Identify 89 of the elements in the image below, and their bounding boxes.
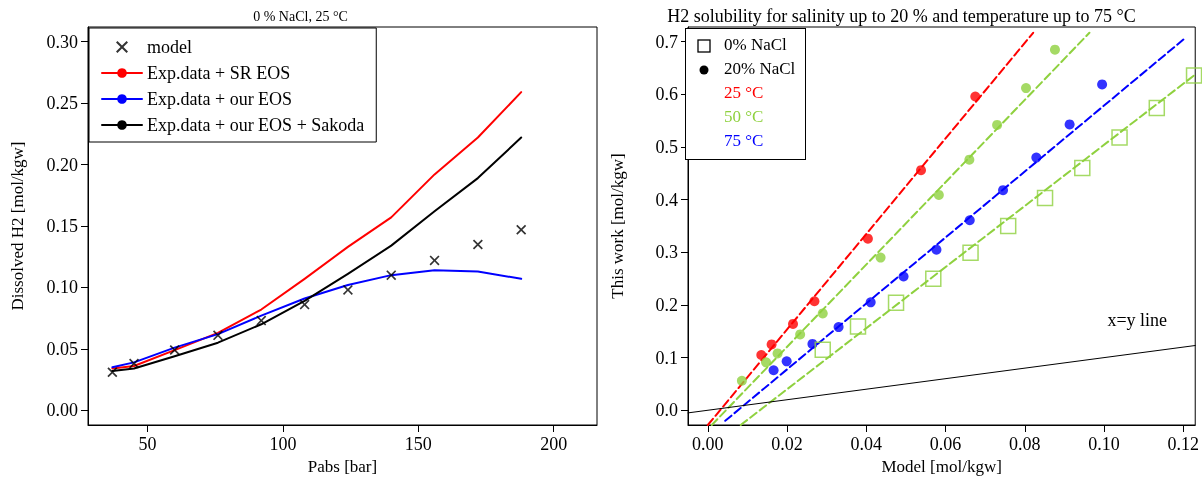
- point: [761, 357, 772, 368]
- point: [933, 189, 944, 200]
- legend-label: Exp.data + SR EOS: [147, 63, 291, 83]
- x-tick-label: 0.08: [1009, 434, 1041, 454]
- point: [931, 244, 942, 255]
- x-axis-title: Model [mol/kgw]: [881, 456, 1002, 476]
- point: [999, 217, 1017, 235]
- point: [768, 365, 779, 376]
- x-tick-label: 0.02: [771, 434, 803, 454]
- point: [887, 294, 905, 312]
- annotation: 20% NaCl: [724, 59, 796, 78]
- y-tick-label: 0.10: [46, 277, 78, 298]
- point: [788, 318, 799, 329]
- point: [970, 91, 981, 102]
- x-axis-title: Pabs [bar]: [307, 456, 378, 476]
- point: [516, 224, 527, 235]
- x-tick-label: 50: [138, 434, 157, 454]
- legend-label: Exp.data + our EOS + Sakoda: [147, 115, 365, 135]
- y-tick-label: 0.20: [46, 154, 78, 175]
- y-tick-label: 0.3: [655, 242, 678, 263]
- x-tick-label: 0.04: [850, 434, 883, 454]
- y-tick-label: 0.15: [46, 216, 78, 236]
- point: [1049, 44, 1060, 55]
- point: [781, 356, 792, 367]
- point: [916, 165, 927, 176]
- point: [1031, 152, 1042, 163]
- point: [256, 315, 267, 326]
- x-tick-label: 0.12: [1167, 434, 1200, 454]
- y-tick-label: 0.1: [655, 347, 678, 368]
- point: [1111, 129, 1128, 146]
- y-tick-label: 0.30: [46, 31, 78, 52]
- chart-title: H2 solubility for salinity up to 20 % and temperature up to 75 °C: [667, 6, 1136, 26]
- point: [386, 270, 397, 281]
- point: [964, 215, 975, 226]
- chart-title: 0 % NaCl, 25 °C: [253, 8, 348, 24]
- y-tick-label: 0.0: [655, 400, 678, 421]
- point: [809, 296, 820, 307]
- point: [736, 375, 747, 386]
- point: [833, 322, 844, 333]
- point: [107, 367, 118, 378]
- legend-label: Exp.data + our EOS: [147, 89, 293, 109]
- y-tick-label: 0.6: [655, 84, 678, 105]
- point: [342, 284, 353, 295]
- y-axis-title: This work [mol/kgw]: [608, 153, 627, 299]
- x-tick-label: 100: [269, 434, 297, 454]
- x-tick-label: 0.10: [1088, 434, 1120, 454]
- point: [299, 299, 310, 310]
- point: [964, 154, 975, 165]
- y-tick-label: 0.5: [655, 137, 678, 158]
- point: [992, 119, 1003, 130]
- point: [898, 271, 909, 282]
- point: [1185, 67, 1202, 84]
- point: [1064, 119, 1075, 130]
- legend-label: model: [147, 37, 192, 57]
- point: [1074, 159, 1091, 177]
- point: [1021, 83, 1032, 94]
- y-tick-label: 0.00: [46, 400, 78, 421]
- point: [766, 339, 777, 350]
- point: [875, 252, 886, 263]
- point: [1097, 79, 1108, 90]
- point: [1148, 99, 1166, 117]
- text: 50 °C: [724, 107, 764, 126]
- x-tick-label: 0.00: [692, 434, 724, 454]
- y-axis-title: Dissolved H2 [mol/kgw]: [8, 141, 27, 311]
- point: [849, 318, 867, 335]
- y-tick-label: 0.7: [655, 31, 678, 52]
- point: [795, 329, 806, 340]
- point: [817, 308, 828, 319]
- text: 75 °C: [724, 131, 764, 150]
- point: [1036, 189, 1054, 207]
- point: [814, 341, 831, 358]
- y-tick-label: 0.25: [46, 93, 78, 114]
- point: [962, 244, 979, 262]
- point: [756, 349, 767, 360]
- x-tick-label: 150: [404, 434, 432, 454]
- annotation: 0% NaCl: [724, 35, 787, 54]
- point: [429, 255, 440, 266]
- point: [998, 185, 1009, 196]
- text: 25 °C: [724, 83, 764, 102]
- y-tick-label: 0.05: [46, 338, 78, 359]
- point: [772, 348, 783, 359]
- series-label: x=y line: [1107, 309, 1168, 330]
- x-tick-label: 200: [540, 434, 568, 454]
- y-tick-label: 0.4: [655, 189, 678, 210]
- y-tick-label: 0.2: [655, 294, 678, 315]
- point: [862, 233, 873, 244]
- x-tick-label: 0.06: [929, 434, 962, 454]
- point: [865, 297, 876, 308]
- point: [925, 270, 942, 287]
